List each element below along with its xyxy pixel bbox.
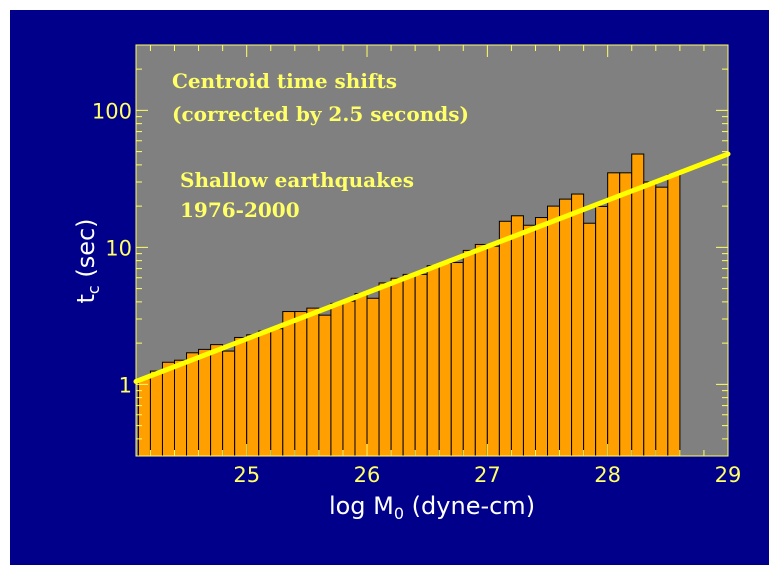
histogram-bar bbox=[378, 282, 392, 457]
histogram-bar bbox=[631, 153, 645, 457]
histogram-bar bbox=[547, 205, 561, 457]
y-axis-title: tc (sec) bbox=[72, 218, 103, 303]
histogram-bar bbox=[571, 193, 585, 457]
x-tick-label: 29 bbox=[715, 463, 742, 487]
annotation-centroid-title: Centroid time shifts bbox=[172, 69, 397, 93]
histogram-bar bbox=[306, 307, 320, 457]
plot-area-border bbox=[135, 44, 729, 457]
y-tick-label: 1 bbox=[119, 373, 132, 397]
histogram-bar bbox=[282, 311, 296, 457]
histogram-bar bbox=[222, 350, 236, 457]
y-tick-label: 100 bbox=[92, 99, 132, 123]
x-tick-label: 27 bbox=[474, 463, 501, 487]
histogram-bar bbox=[414, 273, 428, 457]
histogram-bar bbox=[210, 344, 224, 457]
histogram-bar bbox=[426, 265, 440, 457]
histogram-bar bbox=[667, 174, 681, 457]
histogram-bar bbox=[450, 262, 464, 457]
histogram-bar bbox=[607, 172, 621, 457]
x-axis-title: log M0 (dyne-cm) bbox=[329, 492, 535, 523]
y-tick-label: 10 bbox=[105, 236, 132, 260]
histogram-bar bbox=[390, 277, 404, 457]
histogram-bar bbox=[294, 311, 308, 457]
histogram-bar bbox=[246, 334, 260, 457]
histogram-bar bbox=[318, 314, 332, 457]
histogram-bar bbox=[474, 243, 488, 457]
x-tick-label: 25 bbox=[233, 463, 260, 487]
histogram-bar bbox=[643, 181, 657, 457]
histogram-bar bbox=[198, 348, 212, 457]
histogram-bar bbox=[498, 220, 512, 457]
x-tick-label: 28 bbox=[594, 463, 621, 487]
histogram-bar bbox=[174, 359, 188, 457]
annotation-year-range: 1976-2000 bbox=[180, 198, 300, 222]
histogram-bar bbox=[330, 302, 344, 457]
histogram-bar bbox=[619, 172, 633, 457]
histogram-bar bbox=[354, 293, 368, 457]
fit-line bbox=[133, 151, 731, 384]
annotation-centroid-subtitle: (corrected by 2.5 seconds) bbox=[172, 102, 469, 126]
histogram-bar bbox=[186, 352, 200, 457]
histogram-bar bbox=[510, 215, 524, 457]
histogram-bar bbox=[161, 361, 176, 457]
annotation-shallow-earthquakes: Shallow earthquakes bbox=[180, 168, 414, 192]
histogram-bar bbox=[402, 273, 416, 457]
histogram-bar bbox=[522, 224, 536, 457]
histogram-bar bbox=[234, 336, 248, 457]
histogram-bar bbox=[655, 186, 669, 457]
histogram-bar bbox=[462, 249, 476, 457]
histogram-bar bbox=[258, 330, 272, 457]
histogram-bar bbox=[270, 328, 284, 457]
histogram-bar bbox=[438, 262, 452, 457]
histogram-bar bbox=[342, 300, 356, 457]
x-tick-label: 26 bbox=[354, 463, 381, 487]
histogram-bar bbox=[534, 217, 549, 457]
histogram-bar bbox=[486, 245, 500, 457]
histogram-bar bbox=[366, 297, 380, 457]
histogram-bar bbox=[595, 205, 609, 457]
histogram-bar bbox=[583, 222, 597, 457]
axis-ticks: 25 26 27 28 29 1 10 100 bbox=[92, 44, 742, 487]
histogram-bar bbox=[559, 198, 573, 457]
histogram-bar bbox=[149, 370, 163, 457]
